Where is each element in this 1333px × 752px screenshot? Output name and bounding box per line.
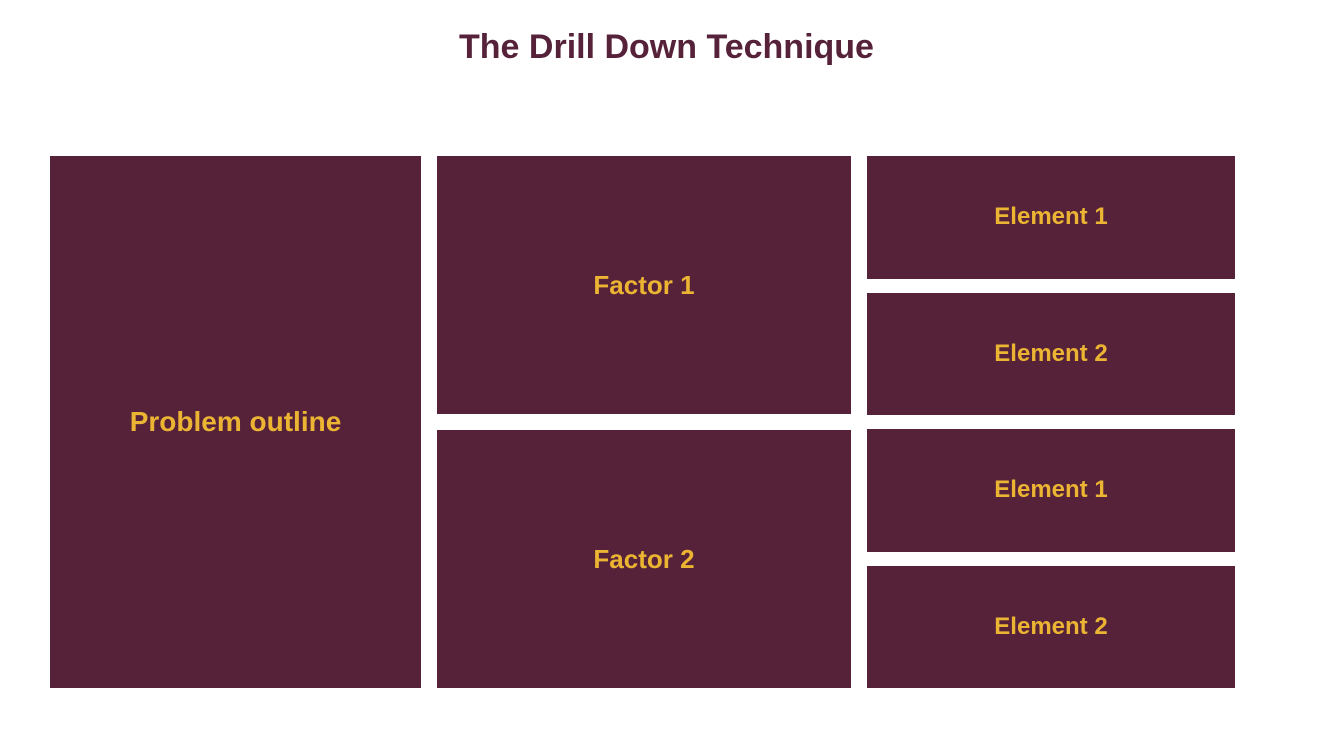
factor-2-box: Factor 2 <box>437 430 851 688</box>
drilldown-grid: Problem outline Factor 1 Factor 2 Elemen… <box>50 156 1283 688</box>
element-2-2-box: Element 2 <box>867 566 1235 689</box>
diagram-canvas: The Drill Down Technique Problem outline… <box>0 0 1333 752</box>
page-title: The Drill Down Technique <box>0 28 1333 67</box>
column-factors: Factor 1 Factor 2 <box>437 156 851 688</box>
factor-1-box: Factor 1 <box>437 156 851 414</box>
element-group-2: Element 1 Element 2 <box>867 429 1235 688</box>
element-2-1-box: Element 1 <box>867 429 1235 552</box>
column-elements: Element 1 Element 2 Element 1 Element 2 <box>867 156 1235 688</box>
column-problem: Problem outline <box>50 156 421 688</box>
element-1-1-box: Element 1 <box>867 156 1235 279</box>
problem-outline-box: Problem outline <box>50 156 421 688</box>
element-1-2-box: Element 2 <box>867 293 1235 416</box>
element-group-1: Element 1 Element 2 <box>867 156 1235 415</box>
